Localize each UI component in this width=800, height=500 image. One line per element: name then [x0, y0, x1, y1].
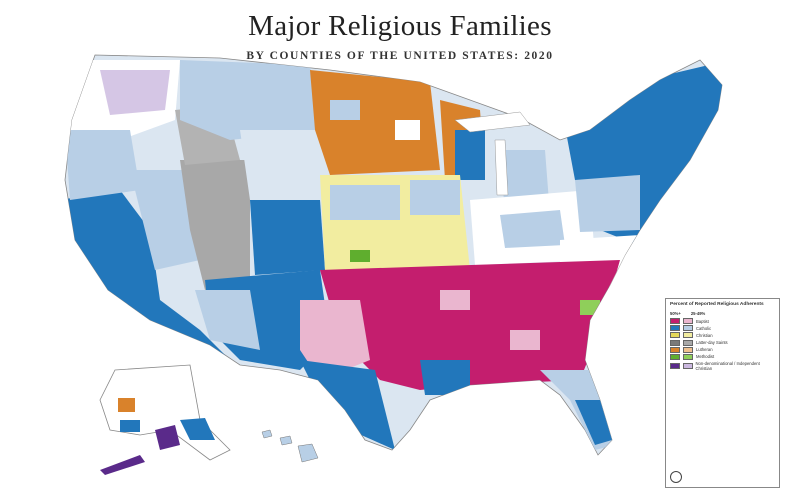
region-oregon-light — [65, 130, 140, 200]
alaska-catholic — [120, 420, 140, 432]
legend-item-label: Methodist — [696, 354, 715, 360]
region-pennsylvania-mix — [575, 175, 640, 232]
region-baptist-speckle-1 — [440, 290, 470, 310]
legend-swatch-high — [670, 353, 680, 360]
legend-swatch-low — [683, 353, 693, 360]
region-west-coast-catholic — [65, 190, 230, 360]
legend-col-low: 25-49% — [690, 311, 706, 316]
region-colorado-catholic — [250, 200, 325, 275]
region-montana-mix — [180, 60, 320, 140]
legend-swatch-high — [670, 339, 680, 346]
legend-col-high: 50%+ — [670, 311, 681, 316]
legend-title: Percent of Reported Religious Adherents — [670, 302, 764, 307]
region-lutheran-speckle-2 — [395, 120, 420, 140]
legend-item-label: Baptist — [696, 318, 709, 324]
map-legend: Percent of Reported Religious Adherents … — [665, 298, 780, 488]
region-wisconsin-catholic — [455, 130, 485, 180]
legend-swatch-low — [683, 325, 693, 332]
region-iowa-catholic — [410, 180, 460, 215]
map-title: Major Religious Families — [248, 10, 552, 42]
region-nevada — [130, 170, 200, 270]
hawaii-island-3 — [297, 443, 319, 463]
hawaii-inset — [261, 429, 319, 463]
legend-item-label: Lutheran — [696, 347, 713, 353]
lake-michigan — [494, 139, 509, 196]
alaska-inset — [99, 364, 231, 475]
legend-item: Christian — [670, 332, 775, 339]
region-lutheran-speckle-1 — [330, 100, 360, 120]
region-nebraska-catholic — [330, 185, 400, 220]
legend-swatch-low — [683, 339, 693, 346]
alaska-lutheran — [118, 398, 135, 412]
legend-item: Catholic — [670, 325, 775, 332]
alaska-aleutians — [100, 455, 145, 475]
legend-item-label: Christian — [696, 332, 713, 338]
region-south-baptist — [320, 260, 620, 390]
legend-swatch-high — [670, 318, 680, 324]
legend-swatch-high — [670, 325, 680, 332]
region-texas-light — [300, 300, 370, 380]
region-carolina-methodist — [580, 300, 600, 315]
legend-swatch-low — [682, 363, 693, 370]
hawaii-island-2 — [279, 435, 293, 446]
map-subtitle: BY COUNTIES OF THE UNITED STATES: 2020 — [246, 50, 554, 62]
alaska-catholic-se — [180, 418, 215, 440]
legend-rows: Baptist Catholic Christian Latter-day Saint… — [670, 318, 775, 371]
region-florida-catholic — [575, 400, 612, 445]
legend-swatch-high — [670, 346, 680, 353]
region-louisiana-catholic — [420, 360, 470, 395]
legend-header: 50%+ 25-49% — [670, 311, 775, 316]
legend-item-label: Non-denominational / Independent Christi… — [695, 361, 760, 372]
legend-item-label: Catholic — [696, 325, 712, 331]
region-ohio-indiana-catholic — [500, 210, 565, 248]
legend-swatch-high — [670, 332, 680, 339]
lake-superior — [454, 111, 531, 133]
legend-item: Lutheran — [670, 346, 775, 353]
legend-swatch-low — [683, 318, 693, 324]
region-arizona-light — [195, 290, 260, 350]
region-washington-mix — [100, 70, 170, 115]
region-wyoming-mix — [240, 130, 320, 200]
region-baptist-speckle-2 — [510, 330, 540, 350]
legend-swatch-low — [683, 332, 693, 339]
legend-swatch-low — [683, 346, 693, 353]
publisher-seal-icon — [670, 471, 682, 483]
region-kansas-methodist — [350, 250, 370, 262]
legend-item: Baptist — [670, 318, 775, 324]
legend-item-label: Latter-day Saints — [696, 340, 728, 346]
region-south-texas-catholic — [300, 360, 395, 450]
legend-item: Latter-day Saints — [670, 339, 775, 346]
legend-item: Non-denominational / Independent Christi… — [670, 361, 775, 371]
legend-item: Methodist — [670, 353, 775, 360]
legend-swatch-high — [670, 363, 680, 370]
alaska-nondenominational — [155, 425, 180, 450]
hawaii-island-1 — [261, 429, 273, 439]
region-dakotas-minnesota-lutheran — [310, 70, 440, 175]
region-utah-lds — [180, 160, 250, 290]
